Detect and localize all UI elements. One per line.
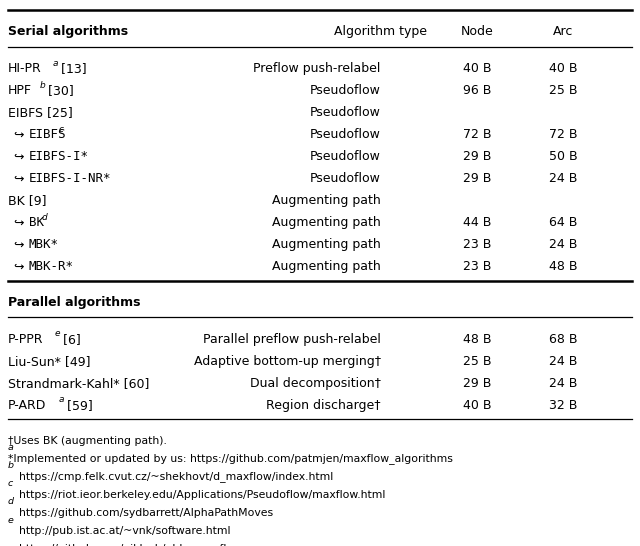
Text: 23 B: 23 B bbox=[463, 239, 491, 251]
Text: c: c bbox=[8, 479, 13, 489]
Text: 25 B: 25 B bbox=[549, 84, 577, 97]
Text: d: d bbox=[42, 213, 47, 222]
Text: e: e bbox=[8, 515, 13, 525]
Text: 44 B: 44 B bbox=[463, 216, 491, 229]
Text: https://github.com/sydbarrett/AlphaPathMoves: https://github.com/sydbarrett/AlphaPathM… bbox=[19, 508, 273, 518]
Text: http://pub.ist.ac.at/~vnk/software.html: http://pub.ist.ac.at/~vnk/software.html bbox=[19, 526, 230, 536]
Text: https://github.com/niklasb/pbbs-maxflow: https://github.com/niklasb/pbbs-maxflow bbox=[19, 544, 242, 546]
Text: https://riot.ieor.berkeley.edu/Applications/Pseudoflow/maxflow.html: https://riot.ieor.berkeley.edu/Applicati… bbox=[19, 490, 385, 500]
Text: 48 B: 48 B bbox=[549, 260, 577, 274]
Text: Strandmark-Kahl* [60]: Strandmark-Kahl* [60] bbox=[8, 377, 149, 390]
Text: Dual decomposition†: Dual decomposition† bbox=[250, 377, 381, 390]
Text: 23 B: 23 B bbox=[463, 260, 491, 274]
Text: c: c bbox=[58, 124, 63, 134]
Text: MBK-R*: MBK-R* bbox=[29, 260, 74, 274]
Text: HI-PR: HI-PR bbox=[8, 62, 42, 75]
Text: Adaptive bottom-up merging†: Adaptive bottom-up merging† bbox=[194, 354, 381, 367]
Text: a: a bbox=[8, 443, 13, 453]
Text: [59]: [59] bbox=[63, 399, 93, 412]
Text: Preflow push-relabel: Preflow push-relabel bbox=[253, 62, 381, 75]
Text: Arc: Arc bbox=[553, 25, 573, 38]
Text: b: b bbox=[8, 461, 13, 471]
Text: EIBFS: EIBFS bbox=[29, 128, 67, 141]
Text: 24 B: 24 B bbox=[549, 239, 577, 251]
Text: ↪: ↪ bbox=[13, 216, 23, 229]
Text: 96 B: 96 B bbox=[463, 84, 491, 97]
Text: 29 B: 29 B bbox=[463, 150, 491, 163]
Text: Node: Node bbox=[460, 25, 493, 38]
Text: Pseudoflow: Pseudoflow bbox=[310, 128, 381, 141]
Text: Parallel preflow push-relabel: Parallel preflow push-relabel bbox=[203, 333, 381, 346]
Text: MBK*: MBK* bbox=[29, 239, 59, 251]
Text: Pseudoflow: Pseudoflow bbox=[310, 84, 381, 97]
Text: EIBFS [25]: EIBFS [25] bbox=[8, 106, 72, 119]
Text: ↪: ↪ bbox=[13, 150, 23, 163]
Text: a: a bbox=[58, 395, 64, 404]
Text: 40 B: 40 B bbox=[463, 399, 491, 412]
Text: ↪: ↪ bbox=[13, 239, 23, 251]
Text: ↪: ↪ bbox=[13, 173, 23, 185]
Text: P-ARD: P-ARD bbox=[8, 399, 46, 412]
Text: 50 B: 50 B bbox=[549, 150, 577, 163]
Text: 40 B: 40 B bbox=[549, 62, 577, 75]
Text: HPF: HPF bbox=[8, 84, 32, 97]
Text: Parallel algorithms: Parallel algorithms bbox=[8, 295, 140, 308]
Text: 64 B: 64 B bbox=[549, 216, 577, 229]
Text: †Uses BK (augmenting path).: †Uses BK (augmenting path). bbox=[8, 436, 166, 446]
Text: 72 B: 72 B bbox=[549, 128, 577, 141]
Text: [30]: [30] bbox=[44, 84, 74, 97]
Text: 25 B: 25 B bbox=[463, 354, 491, 367]
Text: Liu-Sun* [49]: Liu-Sun* [49] bbox=[8, 354, 90, 367]
Text: d: d bbox=[8, 497, 13, 507]
Text: 32 B: 32 B bbox=[549, 399, 577, 412]
Text: EIBFS-I*: EIBFS-I* bbox=[29, 150, 89, 163]
Text: 24 B: 24 B bbox=[549, 377, 577, 390]
Text: b: b bbox=[40, 81, 45, 90]
Text: 68 B: 68 B bbox=[549, 333, 577, 346]
Text: P-PPR: P-PPR bbox=[8, 333, 43, 346]
Text: 40 B: 40 B bbox=[463, 62, 491, 75]
Text: EIBFS-I-NR*: EIBFS-I-NR* bbox=[29, 173, 111, 185]
Text: Augmenting path: Augmenting path bbox=[272, 239, 381, 251]
Text: 24 B: 24 B bbox=[549, 173, 577, 185]
Text: https://cmp.felk.cvut.cz/~shekhovt/d_maxflow/index.html: https://cmp.felk.cvut.cz/~shekhovt/d_max… bbox=[19, 471, 333, 482]
Text: Augmenting path: Augmenting path bbox=[272, 216, 381, 229]
Text: BK: BK bbox=[29, 216, 44, 229]
Text: 29 B: 29 B bbox=[463, 377, 491, 390]
Text: 48 B: 48 B bbox=[463, 333, 491, 346]
Text: [6]: [6] bbox=[60, 333, 81, 346]
Text: Pseudoflow: Pseudoflow bbox=[310, 150, 381, 163]
Text: Region discharge†: Region discharge† bbox=[266, 399, 381, 412]
Text: 24 B: 24 B bbox=[549, 354, 577, 367]
Text: 29 B: 29 B bbox=[463, 173, 491, 185]
Text: a: a bbox=[52, 58, 58, 68]
Text: Augmenting path: Augmenting path bbox=[272, 260, 381, 274]
Text: 72 B: 72 B bbox=[463, 128, 491, 141]
Text: e: e bbox=[55, 329, 60, 338]
Text: ↪: ↪ bbox=[13, 128, 23, 141]
Text: [13]: [13] bbox=[57, 62, 86, 75]
Text: ↪: ↪ bbox=[13, 260, 23, 274]
Text: Pseudoflow: Pseudoflow bbox=[310, 106, 381, 119]
Text: Augmenting path: Augmenting path bbox=[272, 194, 381, 207]
Text: *Implemented or updated by us: https://github.com/patmjen/maxflow_algorithms: *Implemented or updated by us: https://g… bbox=[8, 453, 452, 464]
Text: Algorithm type: Algorithm type bbox=[334, 25, 428, 38]
Text: Pseudoflow: Pseudoflow bbox=[310, 173, 381, 185]
Text: BK [9]: BK [9] bbox=[8, 194, 46, 207]
Text: Serial algorithms: Serial algorithms bbox=[8, 25, 128, 38]
